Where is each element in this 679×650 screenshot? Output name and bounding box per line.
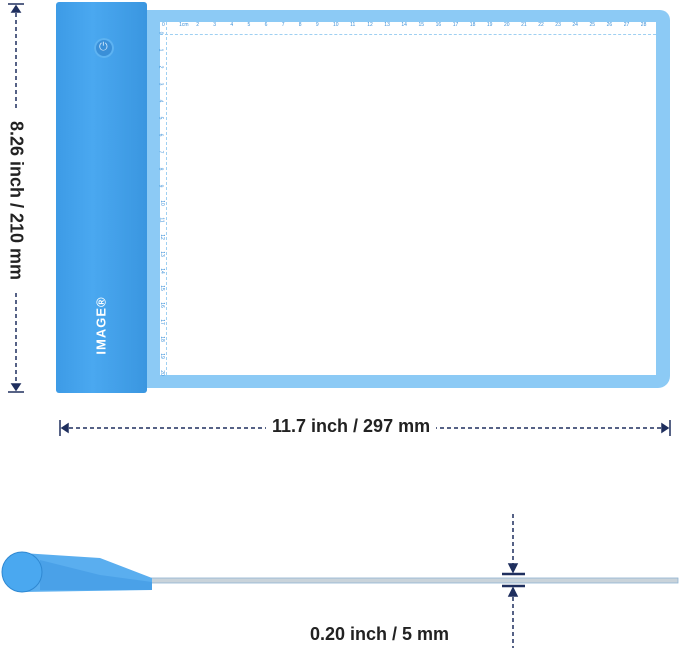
ruler-number: 9 [315,22,319,28]
arrow-up-icon [10,4,22,13]
light-pad-handle [56,2,147,393]
ruler-number: 14 [401,22,407,28]
ruler-number: 8 [157,167,164,171]
ruler-number: 28 [640,22,647,28]
ruler-number: 19 [486,22,493,28]
ruler-number: 4 [230,22,234,28]
ruler-number: 7 [157,150,164,154]
ruler-number: 10 [333,22,339,28]
ruler-number: 10 [158,200,165,206]
side-view [1,551,679,593]
ruler-number: 9 [157,184,164,188]
power-icon: ⏻ [99,41,108,53]
ruler-number: 16 [158,302,165,308]
ruler-number: 14 [158,268,165,274]
arrow-up-icon [507,586,519,597]
ruler-number: 1cm [179,22,189,28]
ruler-number: 2 [157,65,164,69]
ruler-number: 2 [196,22,199,28]
ruler-number: 15 [418,22,425,28]
power-button[interactable]: ⏻ [94,38,114,58]
ruler-number: 21 [521,22,527,28]
ruler-top: 0 1cm 2 3 4 5 6 7 8 9 10 11 12 13 14 15 16 17 18 19 20 21 22 23… [160,22,656,35]
ruler-number: 5 [247,22,251,28]
ruler-number: 0 [157,31,164,35]
light-pad-surface: 0 1cm 2 3 4 5 6 7 8 9 10 11 12 13 14 15 16 17 18 19 20 21 22 23… [157,22,656,376]
ruler-number: 22 [538,22,544,28]
width-label: 11.7 inch / 297 mm [266,416,437,437]
ruler-number: 5 [157,116,164,120]
ruler-number: 3 [157,82,164,86]
ruler-number: 26 [606,22,613,28]
ruler-number: 11 [158,217,165,223]
arrow-down-icon [507,563,519,574]
ruler-number: 18 [469,22,476,28]
ruler-number: 8 [298,22,302,28]
ruler-number: 3 [213,22,217,28]
thickness-label: 0.20 inch / 5 mm [310,624,450,644]
arrow-left-icon [60,422,69,434]
ruler-number: 6 [157,133,164,137]
ruler-number: 7 [281,22,285,28]
ruler-number: 6 [264,22,268,28]
ruler-number: 1 [157,48,164,52]
ruler-number: 17 [158,319,165,325]
ruler-side: 0 1 2 3 4 5 6 7 8 9 10 11 12 13 14 15 16 17 18 19 20 [157,22,167,376]
brand-logo: IMAGE® [93,296,109,355]
ruler-number: 17 [452,22,459,28]
arrow-down-icon [10,383,22,392]
ruler-number: 20 [504,22,510,28]
ruler-number: 13 [158,251,165,257]
ruler-number: 13 [384,22,390,28]
height-label: 8.26 inch / 210 mm [5,110,27,291]
ruler-number: 19 [158,353,165,359]
ruler-number: 27 [623,22,630,28]
ruler-number: 18 [158,336,165,342]
ruler-number: 12 [158,234,165,240]
ruler-number: 11 [350,22,356,28]
ruler-number: 25 [589,22,596,28]
ruler-number: 23 [555,22,561,28]
ruler-number: 20 [158,370,165,376]
ruler-number: 24 [572,22,578,28]
ruler-number: 15 [158,285,165,291]
ruler-number: 12 [367,22,373,28]
ruler-number: 0 [162,22,165,28]
ruler-number: 16 [435,22,442,28]
ruler-number: 4 [157,99,164,103]
arrow-right-icon [661,422,670,434]
